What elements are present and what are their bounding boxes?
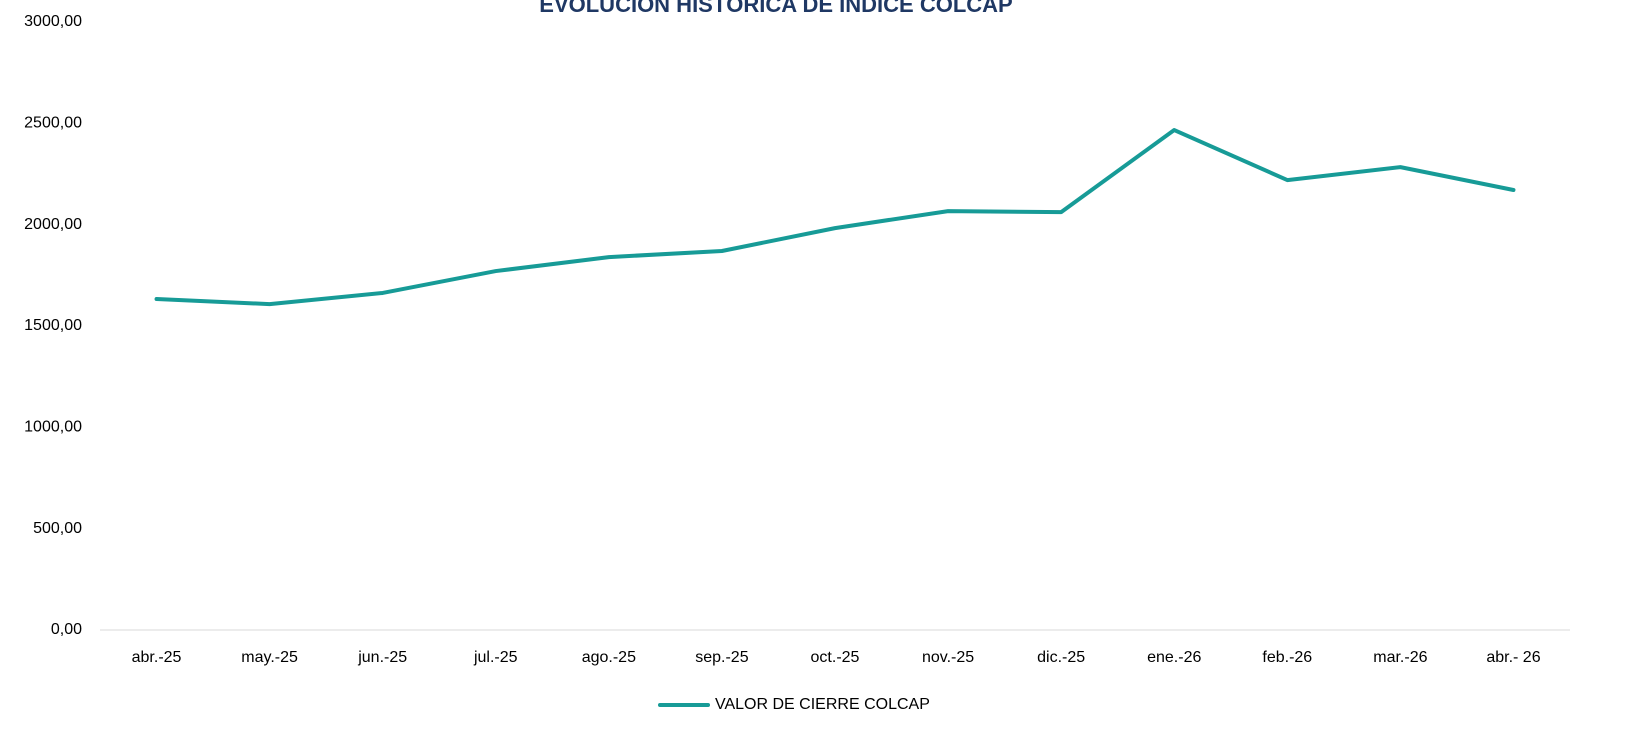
x-tick-label: oct.-25 (811, 649, 860, 666)
y-tick-label: 1000,00 (24, 419, 82, 436)
x-tick-label: may.-25 (241, 649, 298, 666)
x-tick-label: nov.-25 (922, 649, 974, 666)
x-tick-label: feb.-26 (1262, 649, 1312, 666)
x-tick-label: abr.- 26 (1486, 649, 1540, 666)
y-tick-label: 3000,00 (24, 13, 82, 30)
y-tick-label: 0,00 (51, 621, 82, 638)
line-series (154, 128, 1516, 307)
x-tick-label: dic.-25 (1037, 649, 1085, 666)
x-tick-label: sep.-25 (695, 649, 748, 666)
y-tick-label: 500,00 (33, 520, 82, 537)
x-tick-label: ene.-26 (1147, 649, 1201, 666)
legend-label: VALOR DE CIERRE COLCAP (715, 696, 930, 713)
chart-title: EVOLUCIÓN HISTÓRICA DE ÍNDICE COLCAP (539, 0, 1012, 17)
y-tick-label: 1500,00 (24, 317, 82, 334)
x-tick-label: abr.-25 (132, 649, 182, 666)
x-tick-label: jul.-25 (473, 649, 518, 666)
x-tick-label: jun.-25 (357, 649, 407, 666)
y-tick-label: 2000,00 (24, 216, 82, 233)
y-tick-label: 2500,00 (24, 115, 82, 132)
x-tick-label: ago.-25 (582, 649, 636, 666)
x-tick-label: mar.-26 (1373, 649, 1427, 666)
